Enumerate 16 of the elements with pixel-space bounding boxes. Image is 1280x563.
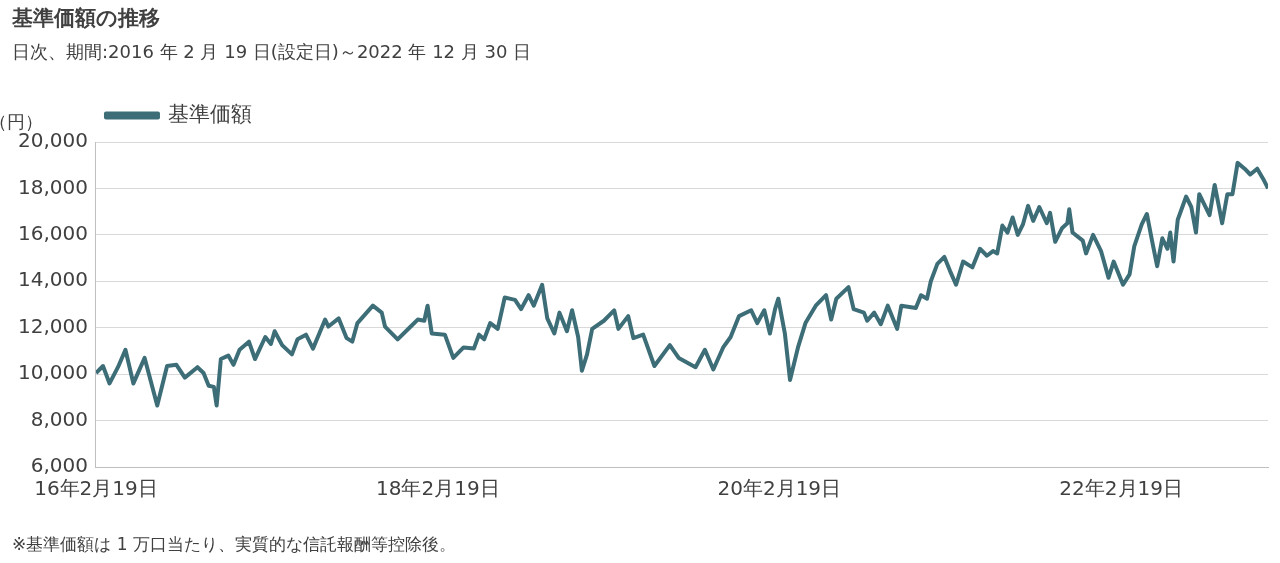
x-tick-label: 20年2月19日 — [717, 476, 842, 501]
y-tick-label: 6,000 — [30, 453, 88, 478]
y-tick-label: 12,000 — [18, 313, 88, 338]
chart-subtitle: 日次、期間:2016 年 2 月 19 日(設定日)～2022 年 12 月 30 日 — [12, 40, 532, 64]
x-tick-label: 18年2月19日 — [376, 476, 500, 501]
x-tick-label: 16年2月19日 — [34, 476, 158, 501]
y-tick-label: 14,000 — [18, 267, 88, 292]
chart-title: 基準価額の推移 — [12, 5, 160, 32]
legend-label: 基準価額 — [168, 101, 253, 126]
y-tick-label: 10,000 — [18, 360, 88, 385]
y-tick-label: 18,000 — [18, 174, 88, 199]
x-tick-label: 22年2月19日 — [1059, 476, 1183, 501]
text: ※基準価額は 1 万口当たり、実質的な信託報酬等控除後。 — [12, 533, 456, 556]
y-tick-label: 8,000 — [30, 406, 88, 431]
y-axis-title: （円） — [0, 110, 43, 132]
y-tick-label: 16,000 — [18, 221, 88, 246]
